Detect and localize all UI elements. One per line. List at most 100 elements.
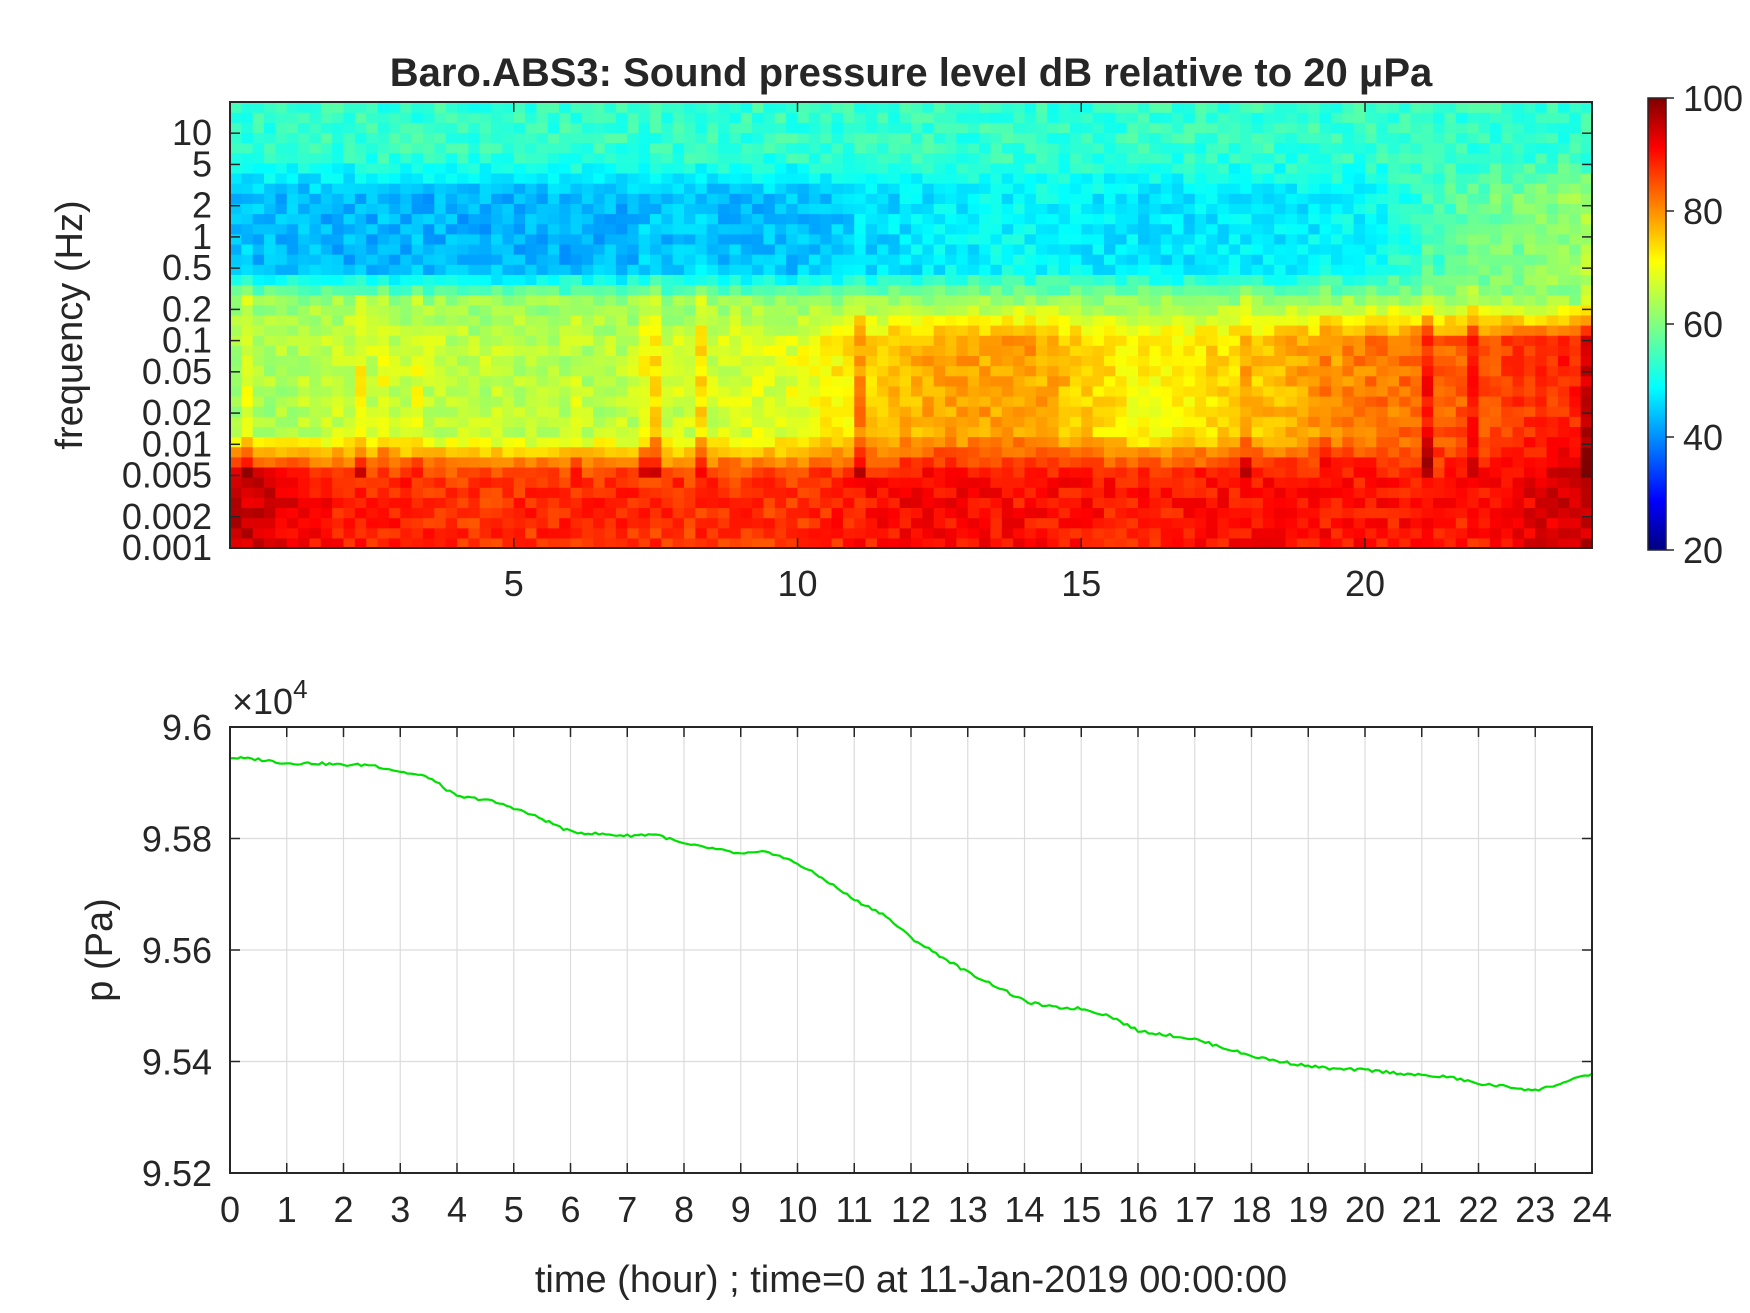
heatmap-cell	[1194, 446, 1207, 458]
heatmap-cell	[525, 142, 538, 154]
heatmap-cell	[1024, 112, 1037, 123]
heatmap-cell	[752, 365, 765, 377]
heatmap-cell	[933, 365, 946, 377]
heatmap-cell	[786, 243, 799, 255]
heatmap-cell	[1138, 395, 1150, 407]
heatmap-cell	[468, 395, 481, 407]
heatmap-cell	[377, 507, 390, 519]
heatmap-cell	[752, 456, 765, 468]
heatmap-cell	[672, 446, 685, 458]
heatmap-cell	[786, 436, 799, 448]
heatmap-cell	[354, 335, 367, 346]
heatmap-cell	[888, 183, 901, 194]
heatmap-cell	[286, 345, 299, 357]
heatmap-cell	[933, 477, 946, 488]
heatmap-cell	[933, 112, 946, 123]
heatmap-cell	[774, 193, 787, 204]
heatmap-cell	[1421, 223, 1434, 235]
heatmap-cell	[888, 254, 901, 265]
heatmap-cell	[615, 294, 628, 306]
heatmap-cell	[1274, 304, 1287, 316]
heatmap-cell	[1047, 416, 1060, 427]
heatmap-cell	[1489, 527, 1502, 539]
heatmap-cell	[536, 446, 549, 458]
heatmap-cell	[865, 314, 878, 326]
heatmap-cell	[1103, 507, 1116, 519]
heatmap-cell	[922, 294, 935, 306]
heatmap-cell	[1501, 537, 1514, 548]
heatmap-cell	[1138, 517, 1150, 529]
heatmap-cell	[1035, 304, 1048, 316]
heatmap-cell	[1296, 223, 1309, 235]
heatmap-cell	[445, 335, 458, 346]
heatmap-cell	[286, 456, 299, 468]
heatmap-cell	[1138, 203, 1150, 215]
heatmap-cell	[649, 112, 662, 123]
heatmap-cell	[1013, 426, 1026, 438]
heatmap-cell	[1262, 304, 1275, 316]
heatmap-cell	[661, 142, 674, 154]
heatmap-cell	[763, 112, 776, 123]
heatmap-cell	[1410, 254, 1423, 265]
heatmap-cell	[1024, 284, 1037, 296]
heatmap-cell	[1410, 517, 1423, 529]
heatmap-cell	[1376, 314, 1389, 326]
heatmap-cell	[740, 172, 753, 184]
heatmap-cell	[808, 345, 821, 357]
heatmap-cell	[1387, 477, 1400, 488]
heatmap-cell	[366, 385, 379, 397]
heatmap-cell	[1274, 314, 1287, 326]
heatmap-cell	[479, 183, 492, 194]
heatmap-cell	[1433, 527, 1446, 539]
heatmap-cell	[411, 254, 424, 265]
heatmap-cell	[911, 102, 923, 113]
heatmap-cell	[468, 477, 481, 488]
heatmap-cell	[513, 325, 526, 336]
heatmap-cell	[695, 294, 708, 306]
heatmap-cell	[797, 122, 810, 134]
heatmap-cell	[1024, 456, 1037, 468]
heatmap-cell	[1217, 355, 1230, 367]
heatmap-cell	[1342, 243, 1355, 255]
heatmap-cell	[718, 406, 730, 417]
heatmap-cell	[1410, 345, 1423, 357]
heatmap-cell	[1126, 365, 1139, 377]
heatmap-cell	[547, 122, 560, 134]
heatmap-cell	[1092, 314, 1105, 326]
heatmap-cell	[581, 112, 594, 123]
heatmap-cell	[400, 193, 413, 204]
heatmap-cell	[377, 162, 390, 174]
heatmap-cell	[990, 203, 1003, 215]
heatmap-cell	[604, 254, 617, 265]
heatmap-cell	[1149, 385, 1162, 397]
heatmap-cell	[502, 223, 515, 235]
heatmap-cell	[752, 325, 765, 336]
heatmap-cell	[536, 304, 549, 316]
heatmap-cell	[1376, 395, 1389, 407]
heatmap-cell	[922, 355, 935, 367]
heatmap-cell	[763, 395, 776, 407]
heatmap-cell	[774, 517, 787, 529]
heatmap-cell	[638, 487, 651, 498]
heatmap-cell	[1228, 233, 1241, 245]
heatmap-cell	[400, 243, 413, 255]
heatmap-cell	[434, 355, 447, 367]
heatmap-cell	[752, 466, 765, 478]
heatmap-cell	[1058, 294, 1071, 306]
heatmap-cell	[967, 416, 980, 427]
heatmap-cell	[1444, 254, 1457, 265]
heatmap-cell	[570, 152, 583, 164]
heatmap-cell	[1262, 466, 1275, 478]
heatmap-cell	[763, 223, 776, 235]
heatmap-cell	[434, 274, 447, 286]
heatmap-cell	[797, 314, 810, 326]
heatmap-cell	[1160, 284, 1173, 296]
heatmap-cell	[581, 223, 594, 235]
heatmap-cell	[820, 466, 833, 478]
heatmap-cell	[797, 426, 810, 438]
heatmap-cell	[1183, 335, 1196, 346]
heatmap-cell	[1433, 385, 1446, 397]
heatmap-cell	[1433, 162, 1446, 174]
heatmap-cell	[638, 264, 651, 275]
heatmap-cell	[1172, 102, 1184, 113]
